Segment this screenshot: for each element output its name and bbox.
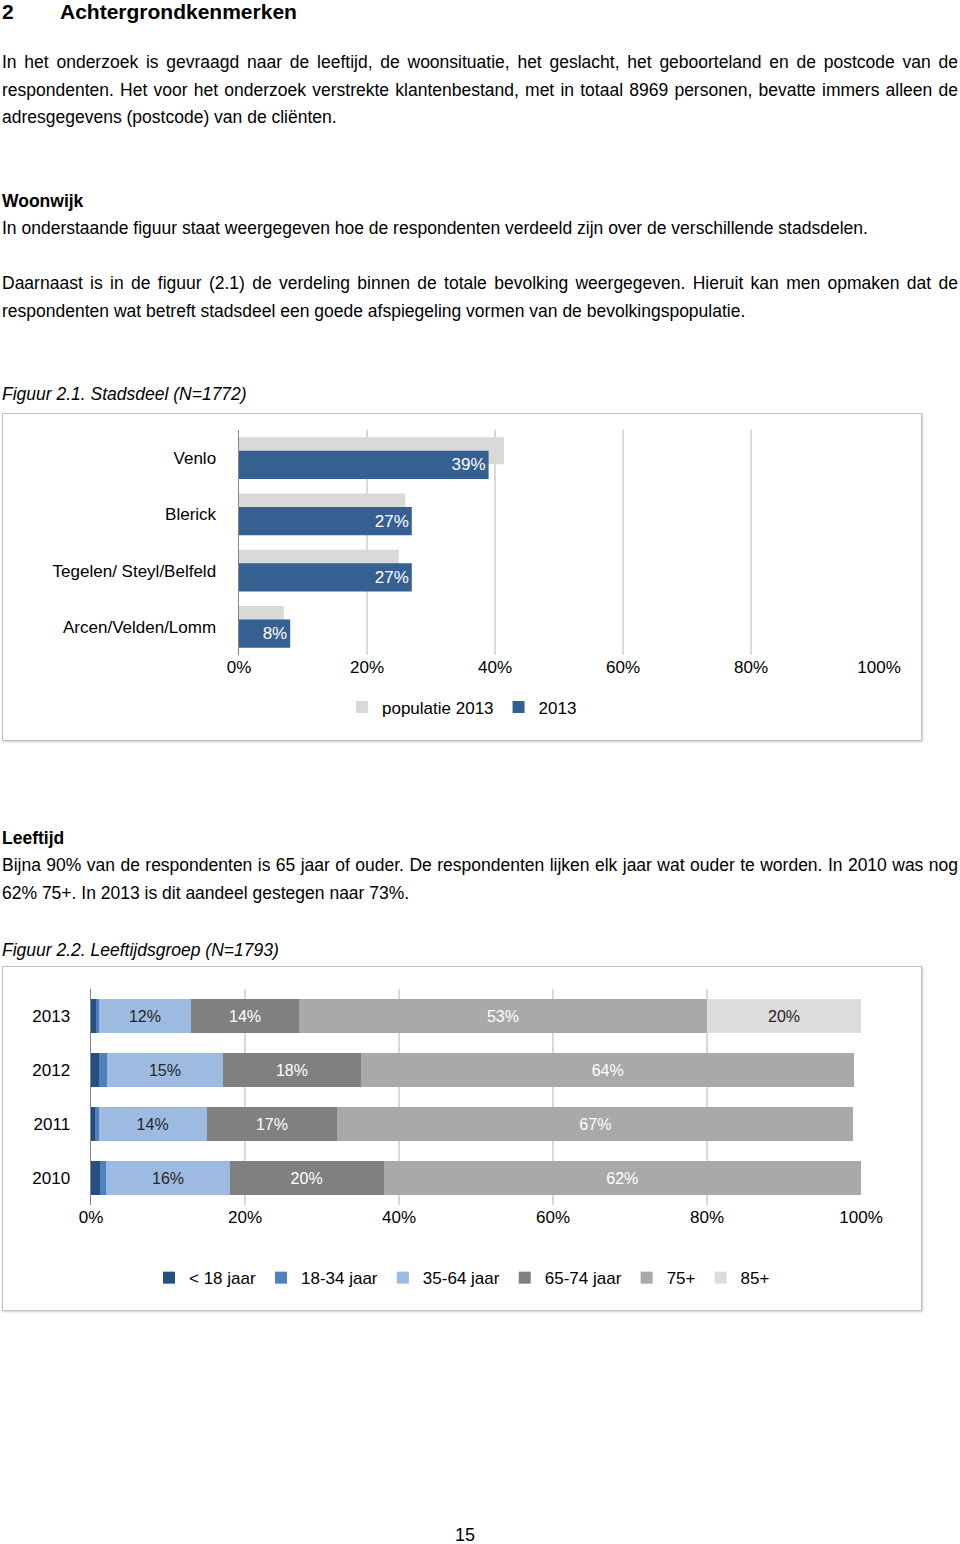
svg-text:2013: 2013 <box>539 699 577 718</box>
svg-text:17%: 17% <box>256 1116 288 1133</box>
svg-text:20%: 20% <box>768 1008 800 1025</box>
svg-text:60%: 60% <box>536 1208 570 1227</box>
svg-text:65-74 jaar: 65-74 jaar <box>545 1269 622 1288</box>
svg-text:40%: 40% <box>382 1208 416 1227</box>
svg-text:80%: 80% <box>734 658 768 677</box>
svg-text:35-64 jaar: 35-64 jaar <box>423 1269 500 1288</box>
svg-text:18%: 18% <box>276 1062 308 1079</box>
svg-text:27%: 27% <box>375 512 409 531</box>
html-text:Figuur 2.1. Stadsdeel (N=1772): Figuur 2.1. Stadsdeel (N=1772) <box>2 384 247 404</box>
svg-text:20%: 20% <box>228 1208 262 1227</box>
svg-text:67%: 67% <box>579 1116 611 1133</box>
svg-text:0%: 0% <box>79 1208 104 1227</box>
svg-text:85+: 85+ <box>741 1269 770 1288</box>
svg-text:2011: 2011 <box>34 1115 71 1134</box>
svg-text:14%: 14% <box>229 1008 261 1025</box>
html-text:15: 15 <box>455 1525 475 1544</box>
svg-text:16%: 16% <box>152 1170 184 1187</box>
svg-text:20%: 20% <box>350 658 384 677</box>
html-text:Leeftijd: Leeftijd <box>2 828 65 848</box>
svg-text:14%: 14% <box>137 1116 169 1133</box>
svg-text:53%: 53% <box>487 1008 519 1025</box>
svg-text:64%: 64% <box>592 1062 624 1079</box>
html-text:Achtergrondkenmerken: Achtergrondkenmerken <box>60 0 297 23</box>
svg-text:2012: 2012 <box>32 1061 70 1080</box>
svg-text:40%: 40% <box>478 658 512 677</box>
svg-text:100%: 100% <box>839 1208 882 1227</box>
html-text:Figuur 2.2. Leeftijdsgroep (N=: Figuur 2.2. Leeftijdsgroep (N=1793) <box>2 940 279 960</box>
svg-text:2013: 2013 <box>32 1007 70 1026</box>
svg-text:Arcen/Velden/Lomm: Arcen/Velden/Lomm <box>63 618 216 637</box>
svg-text:Tegelen/ Steyl/Belfeld: Tegelen/ Steyl/Belfeld <box>53 562 217 581</box>
svg-text:populatie 2013: populatie 2013 <box>382 699 494 718</box>
svg-text:0%: 0% <box>227 658 252 677</box>
svg-text:75+: 75+ <box>667 1269 696 1288</box>
svg-text:27%: 27% <box>375 568 409 587</box>
svg-text:62%: 62% <box>606 1170 638 1187</box>
svg-text:80%: 80% <box>690 1208 724 1227</box>
svg-text:60%: 60% <box>606 658 640 677</box>
svg-text:20%: 20% <box>291 1170 323 1187</box>
svg-text:39%: 39% <box>452 455 486 474</box>
svg-text:2010: 2010 <box>32 1169 70 1188</box>
svg-text:100%: 100% <box>857 658 900 677</box>
svg-text:15%: 15% <box>149 1062 181 1079</box>
html-text:Bijna 90% van de respondenten: Bijna 90% van de respondenten is 65 jaar… <box>2 855 958 903</box>
html-text:Woonwijk: Woonwijk <box>2 191 84 211</box>
svg-text:Blerick: Blerick <box>165 505 217 524</box>
svg-text:18-34 jaar: 18-34 jaar <box>301 1269 378 1288</box>
html-text:Daarnaast is in de figuur (2.1: Daarnaast is in de figuur (2.1) de verde… <box>2 273 958 321</box>
html-text:In onderstaande figuur staat w: In onderstaande figuur staat weergegeven… <box>2 218 868 238</box>
html-text:2: 2 <box>2 0 14 23</box>
svg-text:Venlo: Venlo <box>174 449 217 468</box>
svg-text:12%: 12% <box>129 1008 161 1025</box>
svg-text:8%: 8% <box>263 624 288 643</box>
svg-text:< 18 jaar: < 18 jaar <box>189 1269 256 1288</box>
html-text:In het onderzoek is gevraagd n: In het onderzoek is gevraagd naar de lee… <box>2 52 958 127</box>
